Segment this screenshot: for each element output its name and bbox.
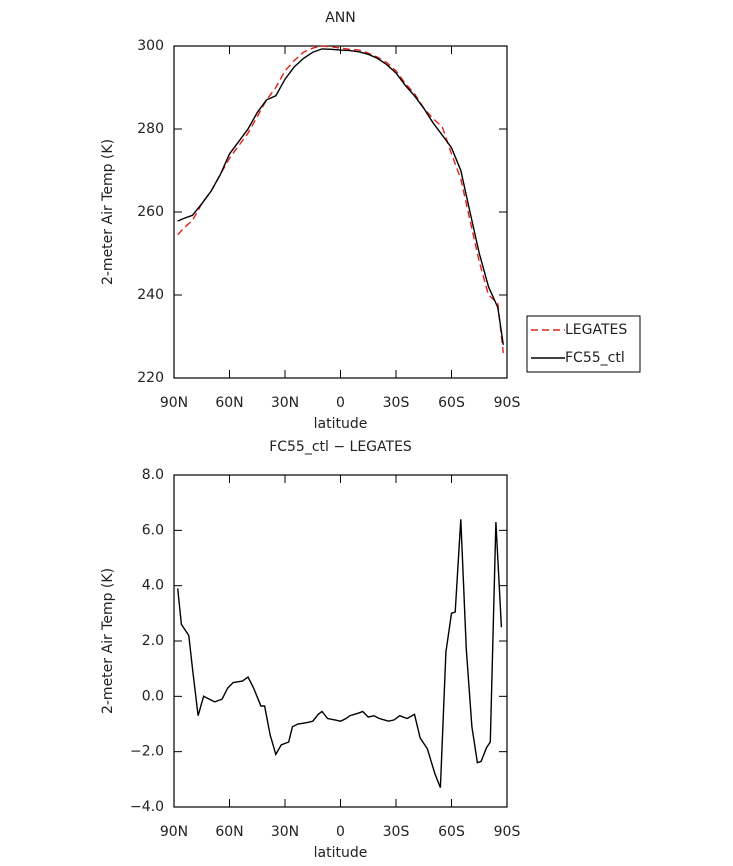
y-tick-label: 240 — [137, 287, 164, 303]
x-tick-label: 60N — [215, 395, 243, 411]
legend-label: FC55_ctl — [565, 350, 625, 366]
x-tick-label: 60N — [215, 824, 243, 840]
y-tick-label: 220 — [137, 370, 164, 386]
data-line — [177, 519, 503, 788]
x-tick-label: 60S — [438, 824, 465, 840]
y-tick-label: 6.0 — [142, 522, 164, 538]
chart-title: ANN — [325, 10, 356, 26]
y-tick-label: 300 — [137, 38, 164, 54]
legend-label: LEGATES — [565, 322, 627, 338]
x-tick-label: 30N — [271, 824, 299, 840]
y-tick-label: 0.0 — [142, 688, 164, 704]
chart-title: FC55_ctl − LEGATES — [269, 439, 412, 455]
y-tick-label: 260 — [137, 204, 164, 220]
y-tick-label: 2.0 — [142, 633, 164, 649]
y-tick-label: 4.0 — [142, 578, 164, 594]
x-tick-label: 0 — [336, 824, 345, 840]
y-axis-label: 2-meter Air Temp (K) — [100, 139, 116, 285]
y-tick-label: −4.0 — [130, 799, 164, 815]
data-line — [177, 48, 504, 345]
x-tick-label: 90N — [160, 395, 188, 411]
y-tick-label: −2.0 — [130, 744, 164, 760]
x-tick-label: 30N — [271, 395, 299, 411]
x-tick-label: 90S — [494, 824, 521, 840]
plot-frame — [173, 474, 508, 808]
y-tick-label: 8.0 — [142, 467, 164, 483]
x-axis-label: latitude — [314, 845, 368, 861]
y-tick-label: 280 — [137, 121, 164, 137]
legend-box — [526, 315, 641, 373]
x-tick-label: 90N — [160, 824, 188, 840]
x-tick-label: 30S — [383, 824, 410, 840]
y-axis-label: 2-meter Air Temp (K) — [100, 568, 116, 714]
x-tick-label: 0 — [336, 395, 345, 411]
x-tick-label: 30S — [383, 395, 410, 411]
x-tick-label: 90S — [494, 395, 521, 411]
x-tick-label: 60S — [438, 395, 465, 411]
plot-frame — [173, 45, 508, 379]
data-line — [177, 45, 504, 354]
x-axis-label: latitude — [314, 416, 368, 432]
